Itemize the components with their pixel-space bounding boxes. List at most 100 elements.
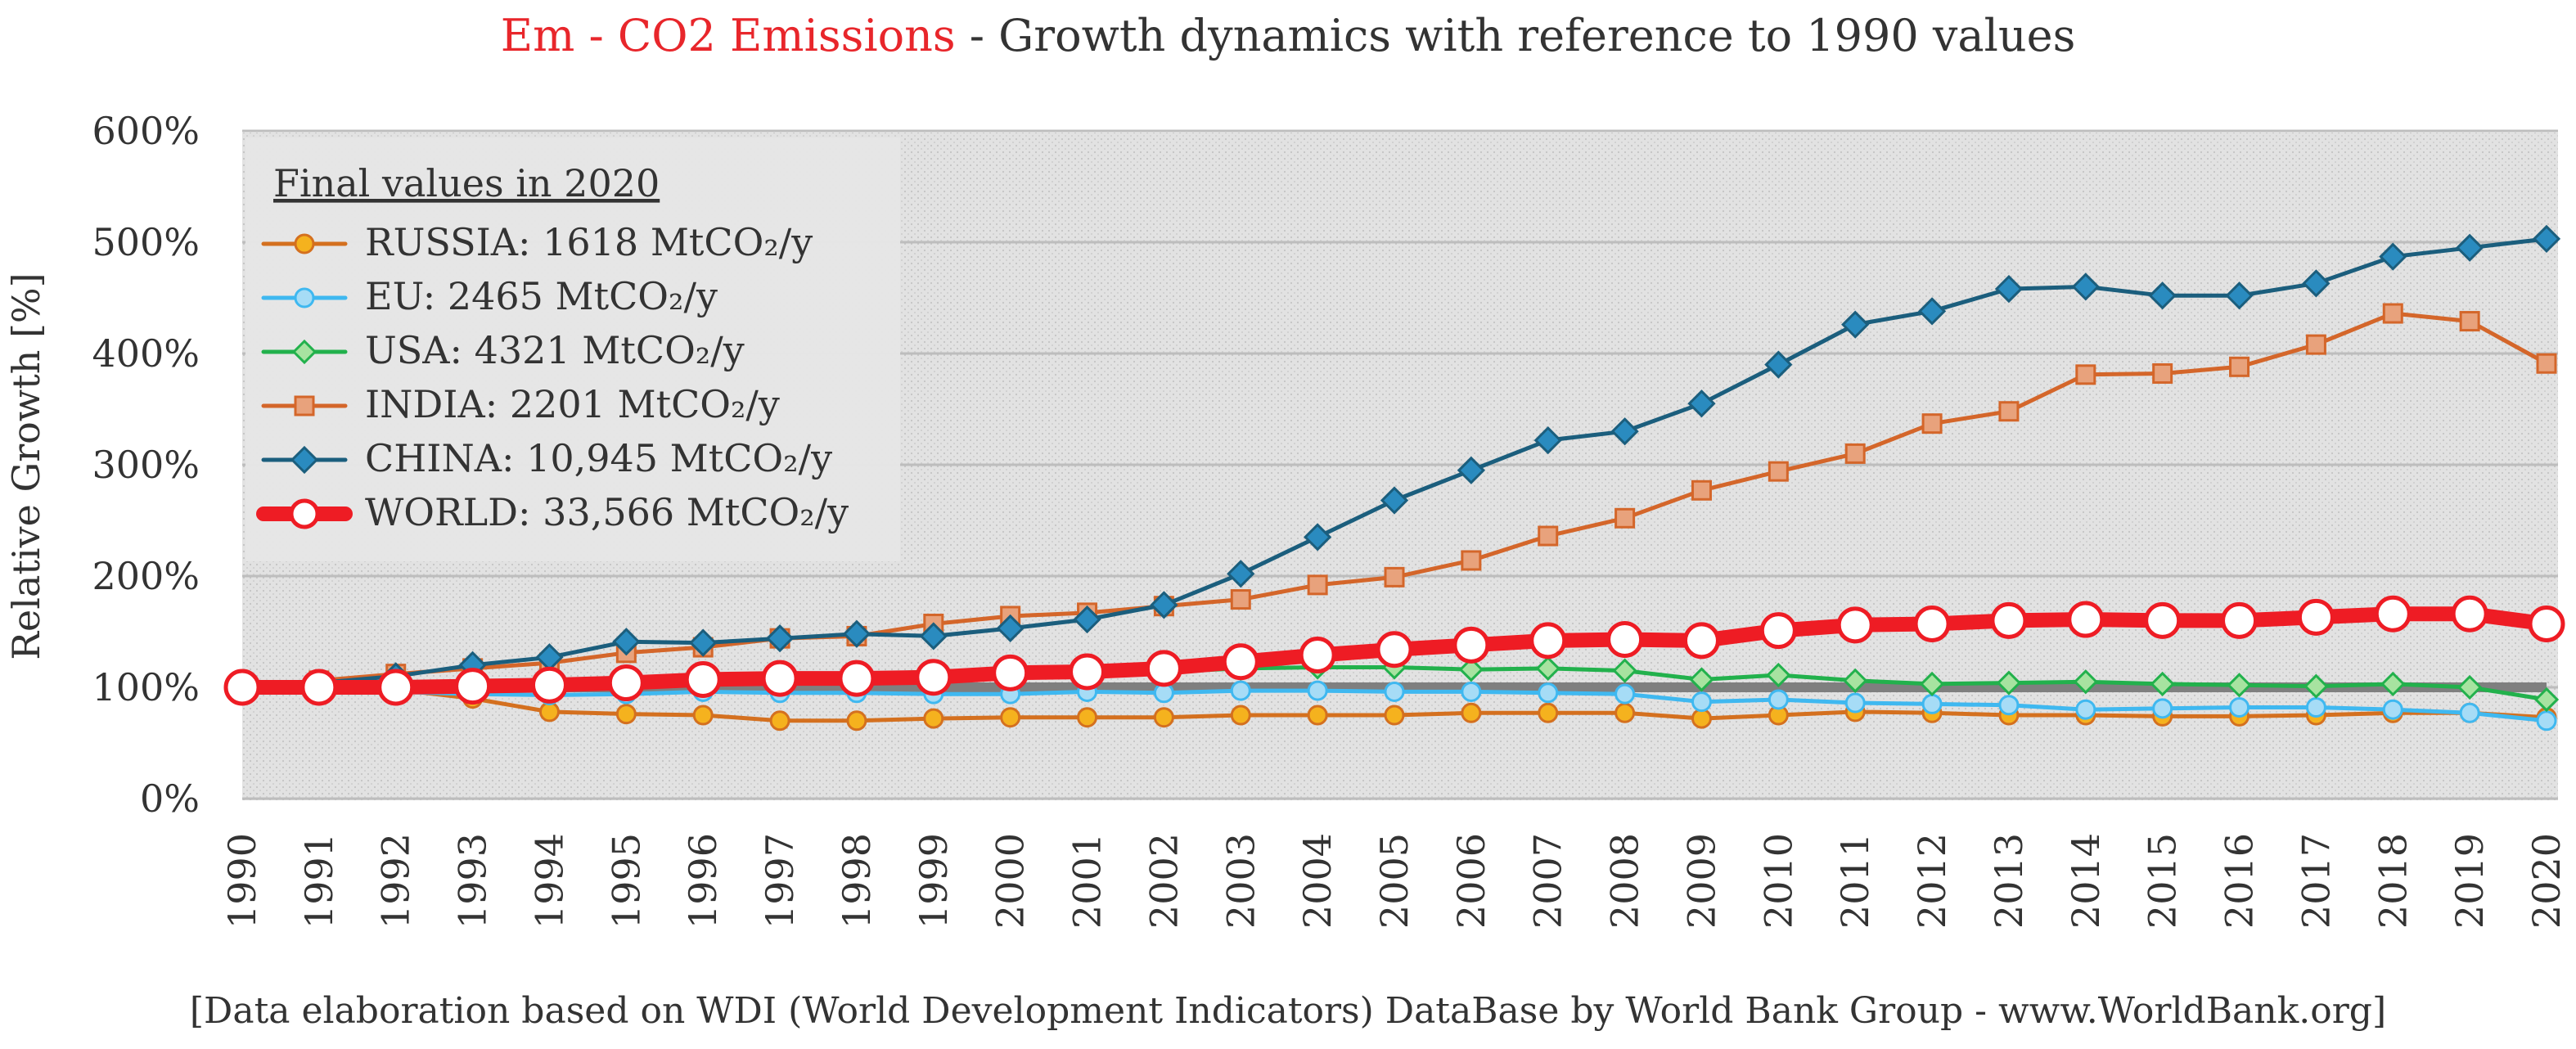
data-point	[1682, 622, 1720, 660]
data-point	[1307, 705, 1328, 726]
data-point	[1913, 605, 1951, 642]
legend-label: CHINA: 10,945 MtCO₂/y	[365, 436, 832, 480]
data-point	[1069, 653, 1106, 691]
series-group	[223, 595, 2565, 706]
data-point	[2379, 242, 2407, 271]
x-tick-label: 1994	[527, 833, 571, 929]
data-point	[2533, 687, 2560, 713]
data-point	[2221, 601, 2259, 639]
data-point	[2459, 311, 2480, 332]
data-point	[2075, 699, 2096, 720]
data-point	[915, 659, 952, 696]
legend-box	[245, 137, 900, 561]
data-point	[1538, 682, 1559, 704]
x-tick-labels: 1990 1991 1992 1993 1994 1995 1996 1997 1998 1999…	[220, 833, 2569, 929]
data-point	[2451, 595, 2488, 633]
data-point	[1841, 310, 1870, 339]
x-tick-label: 2006	[1449, 833, 1493, 929]
x-tick-label: 1996	[681, 833, 725, 929]
data-point	[2374, 595, 2412, 633]
data-point	[1687, 389, 1716, 418]
x-tick-label: 2015	[2141, 833, 2185, 929]
legend-marker	[291, 339, 317, 365]
y-tick-label: 600%	[92, 109, 200, 153]
x-tick-label: 2012	[1910, 833, 1954, 929]
data-point	[1230, 589, 1251, 610]
legend-marker	[289, 498, 320, 529]
y-tick-label: 300%	[92, 443, 200, 487]
data-point	[2528, 605, 2565, 642]
data-point	[769, 710, 790, 732]
data-point	[692, 705, 714, 726]
legend: RUSSIA: 1618 MtCO₂/y EU: 2465 MtCO₂/y USA:…	[256, 220, 849, 534]
legend-item: INDIA: 2201 MtCO₂/y	[261, 382, 780, 426]
data-point	[1615, 683, 1636, 705]
x-tick-label: 2005	[1372, 833, 1416, 929]
data-point	[842, 619, 871, 648]
data-point	[454, 668, 492, 705]
data-point	[1222, 643, 1259, 681]
data-point	[2144, 601, 2182, 639]
data-point	[1990, 601, 2028, 639]
data-point	[1844, 443, 1866, 464]
legend-title: Final values in 2020	[273, 161, 660, 205]
data-point	[1153, 707, 1174, 728]
legend-label: USA: 4321 MtCO₂/y	[365, 328, 745, 372]
chart-title-highlight: Em - CO2 Emissions	[501, 10, 956, 61]
chart-title: Em - CO2 Emissions - Growth dynamics wit…	[501, 10, 2076, 61]
data-point	[2067, 601, 2105, 638]
data-point	[1691, 479, 1712, 501]
x-tick-label: 2017	[2294, 833, 2338, 929]
data-point	[2152, 362, 2173, 384]
data-point	[1919, 671, 1945, 697]
data-point	[607, 664, 645, 702]
data-point	[2380, 671, 2406, 697]
x-tick-label: 2020	[2524, 833, 2569, 929]
data-point	[1998, 401, 2020, 422]
y-tick-label: 200%	[92, 554, 200, 598]
series-group	[227, 224, 2561, 702]
data-point	[1836, 606, 1874, 644]
series-layer	[223, 224, 2565, 732]
data-point	[1461, 702, 1482, 723]
data-point	[761, 660, 799, 697]
y-tick-label: 400%	[92, 331, 200, 376]
data-point	[1307, 574, 1328, 596]
legend-label: INDIA: 2201 MtCO₂/y	[365, 382, 780, 426]
x-tick-label: 1997	[758, 833, 802, 929]
data-point	[2227, 673, 2252, 698]
x-tick-label: 1999	[912, 833, 956, 929]
data-point	[1077, 707, 1098, 728]
data-point	[684, 660, 722, 698]
legend-marker	[294, 233, 315, 254]
data-point	[923, 708, 944, 729]
data-point	[1227, 560, 1255, 588]
data-point	[2152, 698, 2173, 719]
legend-label: EU: 2465 MtCO₂/y	[365, 274, 718, 318]
data-point	[689, 628, 718, 657]
legend-item: RUSSIA: 1618 MtCO₂/y	[261, 220, 813, 264]
data-point	[1230, 705, 1251, 726]
data-point	[2071, 272, 2100, 301]
legend-label: RUSSIA: 1618 MtCO₂/y	[365, 220, 813, 264]
data-point	[1610, 417, 1639, 446]
data-point	[2382, 699, 2403, 720]
data-point	[2229, 696, 2250, 718]
y-tick-label: 0%	[140, 777, 200, 821]
data-point	[1768, 461, 1789, 482]
data-point	[1384, 566, 1405, 588]
data-point	[2532, 224, 2561, 254]
x-tick-label: 2000	[989, 833, 1033, 929]
data-point	[2536, 353, 2557, 374]
data-point	[1533, 425, 1562, 455]
data-point	[2297, 598, 2335, 636]
data-point	[1529, 622, 1567, 660]
data-point	[377, 669, 415, 706]
x-tick-label: 2016	[2218, 833, 2262, 929]
data-point	[2150, 671, 2175, 697]
data-point	[1843, 668, 1868, 693]
data-point	[1380, 486, 1409, 515]
data-point	[1458, 657, 1484, 682]
y-tick-label: 100%	[92, 665, 200, 709]
